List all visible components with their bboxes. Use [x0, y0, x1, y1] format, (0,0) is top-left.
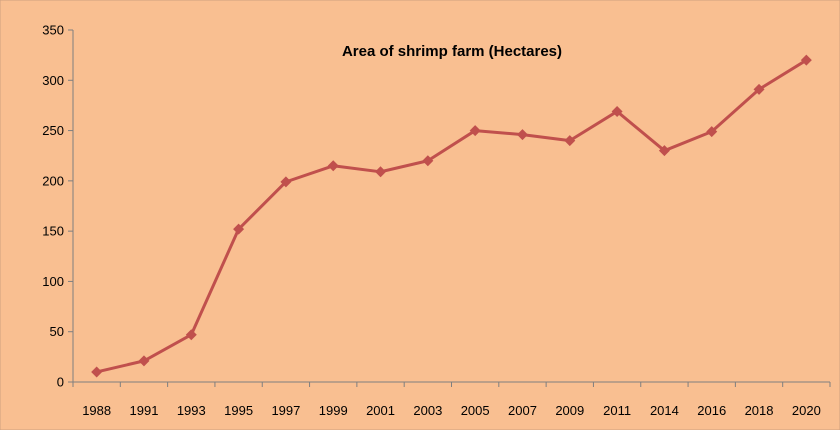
x-tick-label: 1999 [319, 403, 348, 418]
y-tick-label: 200 [42, 173, 64, 188]
y-tick-label: 0 [57, 375, 64, 390]
data-point-marker [375, 166, 387, 178]
x-tick-label: 2009 [555, 403, 584, 418]
data-point-marker [233, 223, 245, 235]
y-tick-label: 250 [42, 123, 64, 138]
x-tick-label: 1997 [271, 403, 300, 418]
data-point-marker [138, 355, 150, 367]
series-line [96, 58, 808, 374]
series-markers [91, 54, 812, 378]
y-tick-label: 100 [42, 274, 64, 289]
data-point-marker [327, 160, 339, 172]
x-tick-label: 2020 [792, 403, 821, 418]
data-point-marker [91, 366, 103, 378]
chart-title: Area of shrimp farm (Hectares) [342, 43, 562, 60]
data-point-marker [753, 83, 765, 95]
data-point-marker [422, 155, 434, 167]
x-axis-ticks: 1988 1991 1993 1995 1997 1999 2001 2003 2005 2007… [72, 382, 831, 418]
x-tick-label: 2011 [603, 403, 631, 418]
y-tick-label: 150 [42, 224, 64, 239]
x-tick-label: 1995 [224, 403, 253, 418]
y-axis-ticks: 0 50 100 150 200 250 300 350 [42, 23, 73, 390]
x-tick-label: 1993 [177, 403, 206, 418]
data-point-marker [800, 54, 812, 66]
x-tick-label: 2007 [508, 403, 537, 418]
data-point-marker [564, 135, 576, 147]
x-tick-label: 2014 [650, 403, 679, 418]
x-tick-label: 1991 [130, 403, 159, 418]
x-tick-label: 1988 [82, 403, 111, 418]
y-tick-label: 300 [42, 73, 64, 88]
data-point-marker [280, 176, 292, 188]
data-point-marker [185, 329, 197, 341]
x-tick-label: 2018 [745, 403, 774, 418]
data-point-marker [516, 129, 528, 141]
x-tick-label: 2005 [461, 403, 490, 418]
data-point-marker [611, 105, 623, 117]
x-tick-label: 2003 [413, 403, 442, 418]
x-tick-label: 2001 [366, 403, 395, 418]
y-tick-label: 50 [50, 324, 64, 339]
x-tick-label: 2016 [697, 403, 726, 418]
data-point-marker [658, 145, 670, 157]
data-point-marker [706, 126, 718, 138]
data-point-marker [469, 125, 481, 137]
y-tick-label: 350 [42, 23, 64, 38]
